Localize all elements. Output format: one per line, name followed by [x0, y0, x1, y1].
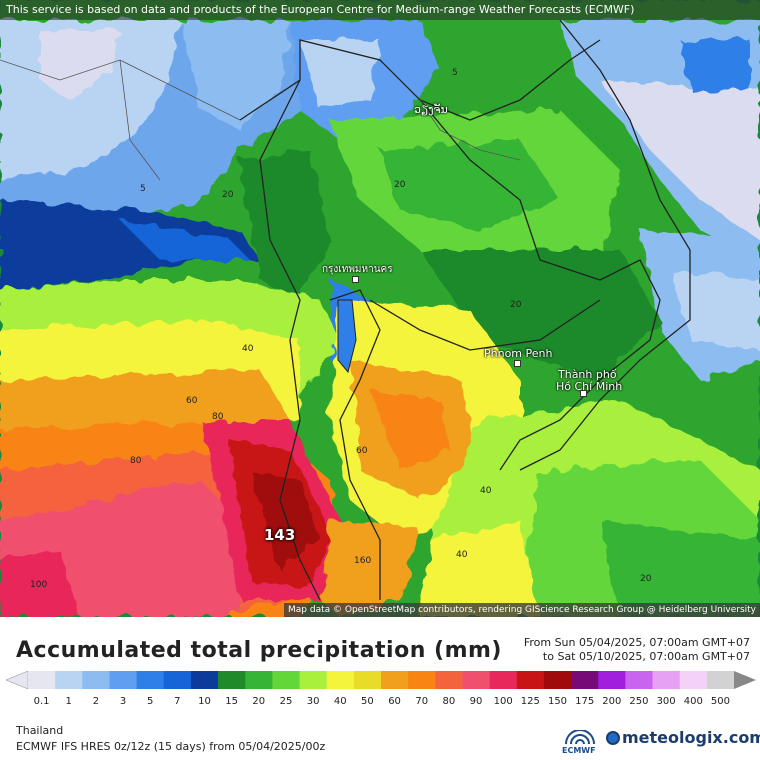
- legend-title: Accumulated total precipitation (mm): [16, 638, 502, 663]
- scale-arrow-left: [6, 670, 29, 690]
- scale-tick-label: 100: [493, 696, 513, 707]
- scale-swatch: [272, 671, 301, 689]
- scale-swatch: [543, 671, 572, 689]
- city-label-hcm-line2: Hồ Chí Minh: [556, 380, 623, 393]
- contour-label: 20: [640, 574, 652, 584]
- scale-tick-label: 10: [198, 696, 211, 707]
- scale-swatch: [82, 671, 110, 689]
- contour-label: 60: [186, 396, 198, 406]
- scale-swatch: [190, 671, 219, 689]
- scale-tick-label: 15: [225, 696, 239, 707]
- scale-tick-label: 175: [575, 696, 595, 707]
- max-precipitation-label: 143: [264, 526, 296, 544]
- scale-tick-label: 90: [469, 696, 483, 707]
- city-label-phnom-penh: Phnom Penh: [484, 347, 553, 360]
- scale-swatch: [28, 671, 56, 689]
- scale-swatch: [408, 671, 436, 689]
- contour-label: 60: [356, 446, 368, 456]
- scale-tick-label: 400: [683, 696, 703, 707]
- scale-swatch: [571, 671, 599, 689]
- scale-tick-label: 30: [306, 696, 320, 707]
- scale-swatch: [218, 671, 246, 689]
- scale-tick-label: 1: [65, 696, 72, 707]
- scale-tick-label: 80: [442, 696, 456, 707]
- scale-swatch: [353, 671, 382, 689]
- contour-label: 80: [130, 456, 142, 466]
- scale-swatch: [435, 671, 463, 689]
- contour-label: 5: [140, 184, 146, 194]
- city-label-hcm-line1: Thành phố: [558, 368, 617, 381]
- scale-tick-label: 50: [361, 696, 374, 707]
- color-scale-bar: [6, 670, 756, 690]
- city-marker-bangkok: [352, 276, 359, 283]
- city-label-bangkok: กรุงเทพมหานคร: [322, 264, 393, 275]
- contour-label: 40: [456, 550, 468, 560]
- ecmwf-logo-icon: [565, 730, 595, 745]
- scale-tick-label: 250: [629, 696, 649, 707]
- scale-tick-label: 5: [147, 696, 154, 707]
- scale-swatch: [706, 671, 735, 689]
- scale-swatch: [679, 671, 708, 689]
- data-source-notice: This service is based on data and produc…: [0, 0, 760, 20]
- date-range-from: From Sun 05/04/2025, 07:00am GMT+07: [523, 636, 750, 649]
- scale-swatch: [598, 671, 626, 689]
- scale-tick-label: 200: [602, 696, 622, 707]
- contour-label: 40: [480, 486, 492, 496]
- meteologix-logo[interactable]: meteologix.com: [606, 728, 760, 747]
- globe-icon: [606, 731, 620, 745]
- contour-label: 20: [510, 300, 522, 310]
- scale-swatch: [245, 671, 273, 689]
- scale-swatch: [462, 671, 491, 689]
- ecmwf-logo-text: ECMWF: [562, 746, 596, 755]
- scale-swatch: [516, 671, 545, 689]
- scale-tick-label: 0.1: [33, 696, 50, 707]
- scale-tick-label: 125: [520, 696, 540, 707]
- scale-tick-label: 7: [174, 696, 181, 707]
- map-credit: Map data © OpenStreetMap contributors, r…: [284, 603, 760, 617]
- scale-swatch: [489, 671, 518, 689]
- region-label: Thailand: [16, 724, 64, 737]
- scale-tick-label: 2: [92, 696, 100, 707]
- scale-tick-label: 300: [656, 696, 676, 707]
- scale-swatch: [299, 671, 328, 689]
- contour-label: 20: [394, 180, 406, 190]
- scale-swatch: [136, 671, 165, 689]
- scale-swatch: [163, 671, 192, 689]
- date-range-to: to Sat 05/10/2025, 07:00am GMT+07: [542, 650, 750, 663]
- scale-swatch: [652, 671, 681, 689]
- scale-tick-label: 150: [547, 696, 568, 707]
- map-canvas: [0, 0, 760, 617]
- scale-swatch: [381, 671, 409, 689]
- contour-label: 100: [30, 580, 48, 590]
- scale-tick-label: 40: [333, 696, 347, 707]
- contour-label: 20: [222, 190, 234, 200]
- precipitation-map[interactable]: This service is based on data and produc…: [0, 0, 760, 617]
- contour-label: 80: [212, 412, 224, 422]
- scale-swatch: [109, 671, 138, 689]
- scale-swatch: [326, 671, 355, 689]
- city-label-vientiane: ວຽງຈັນ: [414, 103, 448, 116]
- scale-tick-label: 3: [119, 696, 127, 707]
- scale-arrow-right: [734, 671, 756, 689]
- scale-tick-label: 70: [415, 696, 429, 707]
- scale-tick-label: 25: [279, 696, 293, 707]
- brand-name: meteologix.com: [622, 728, 760, 747]
- scale-swatch: [625, 671, 654, 689]
- scale-tick-label: 60: [388, 696, 401, 707]
- scale-tick-label: 20: [252, 696, 266, 707]
- model-info: ECMWF IFS HRES 0z/12z (15 days) from 05/…: [16, 740, 326, 753]
- city-marker-phnom-penh: [514, 360, 521, 367]
- contour-label: 5: [452, 68, 458, 78]
- contour-label: 40: [242, 344, 254, 354]
- contour-label: 160: [354, 556, 372, 566]
- scale-swatch: [55, 671, 83, 689]
- city-marker-hcm: [580, 390, 587, 397]
- scale-tick-label: 500: [710, 696, 730, 707]
